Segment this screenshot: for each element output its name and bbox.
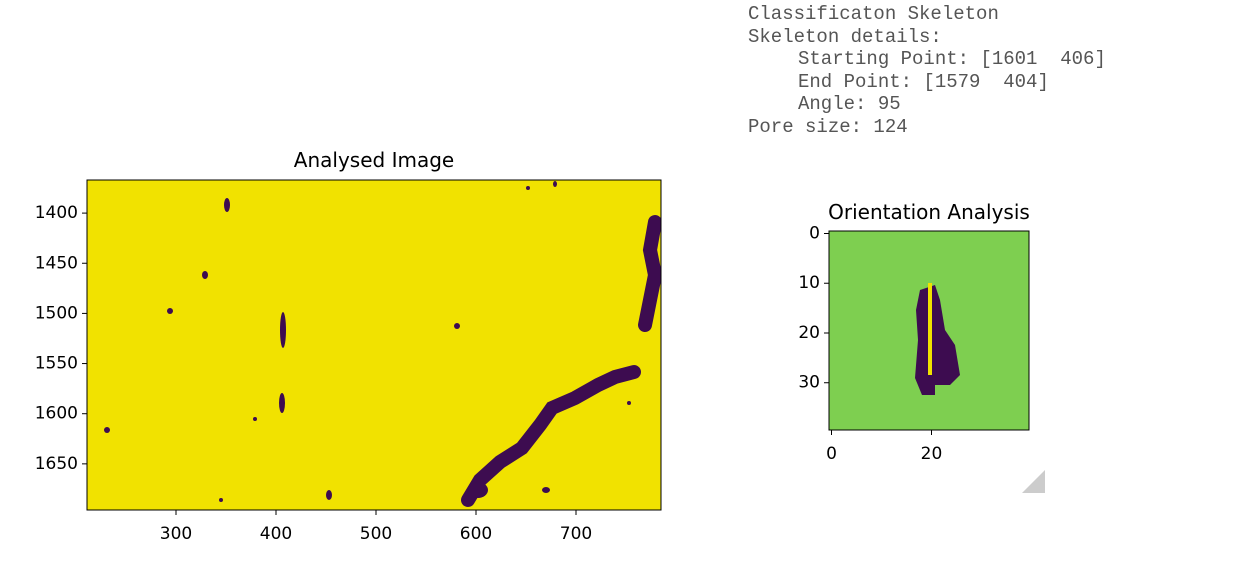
output-line: Classificaton Skeleton bbox=[748, 3, 999, 25]
x-tick-label: 20 bbox=[921, 444, 943, 464]
x-tick-label: 400 bbox=[260, 524, 292, 544]
output-line: Pore size: 124 bbox=[748, 116, 908, 138]
y-tick-label: 30 bbox=[798, 373, 820, 393]
orientation-image bbox=[829, 231, 1029, 430]
output-line: Skeleton details: bbox=[748, 26, 942, 48]
x-tick-label: 300 bbox=[160, 524, 192, 544]
y-tick-label: 1450 bbox=[35, 253, 78, 273]
plot-frame bbox=[828, 230, 1030, 431]
plot-frame bbox=[86, 179, 662, 511]
y-tick-label: 1550 bbox=[35, 354, 78, 374]
output-line: End Point: [1579 404] bbox=[798, 71, 1049, 93]
plot-title: Orientation Analysis bbox=[828, 200, 1030, 224]
text-output: Classificaton Skeleton Skeleton details:… bbox=[748, 3, 1106, 138]
y-tick-label: 1400 bbox=[35, 203, 78, 223]
output-line: Angle: 95 bbox=[798, 93, 901, 115]
y-tick-label: 10 bbox=[798, 273, 820, 293]
output-line: Starting Point: [1601 406] bbox=[798, 48, 1106, 70]
x-tick-label: 600 bbox=[460, 524, 492, 544]
x-tick-label: 700 bbox=[560, 524, 592, 544]
x-tick-label: 500 bbox=[360, 524, 392, 544]
y-tick-label: 0 bbox=[809, 223, 820, 243]
y-tick-label: 1600 bbox=[35, 404, 78, 424]
y-tick-label: 1500 bbox=[35, 303, 78, 323]
y-tick-label: 1650 bbox=[35, 454, 78, 474]
x-tick-label: 0 bbox=[826, 444, 837, 464]
y-tick-label: 20 bbox=[798, 323, 820, 343]
resize-handle[interactable] bbox=[1022, 470, 1045, 493]
plot-title: Analysed Image bbox=[294, 148, 454, 172]
analysed-image bbox=[87, 180, 661, 510]
